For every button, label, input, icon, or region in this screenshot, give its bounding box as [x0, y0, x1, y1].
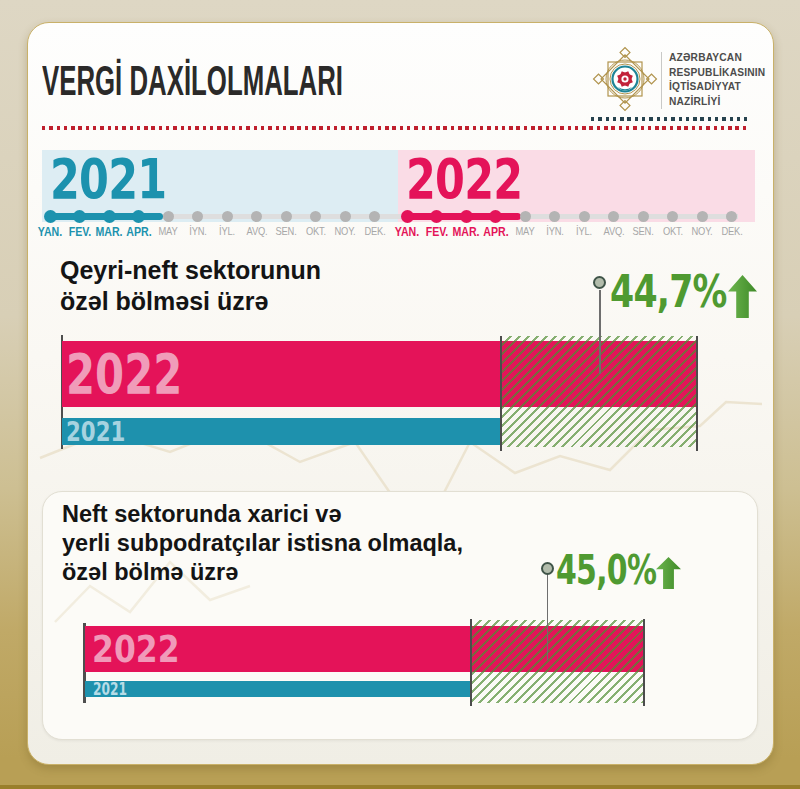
chart2-hatch-left-bound — [470, 619, 472, 706]
chart2-title: Neft sektorunda xarici və yerli subpodra… — [62, 500, 463, 587]
chart2-bar-2021 — [85, 681, 470, 697]
chart2-pin-line — [547, 574, 549, 660]
chart2-bar-2022-label: 2022 — [92, 631, 180, 668]
chart2-growth-percent: 45,0% — [556, 550, 656, 591]
bottom-gold-strip — [0, 785, 800, 789]
infographic: VERGİ DAXİLOLMALARI AZƏRBAYCAN RESPUBLİK… — [0, 0, 800, 789]
chart2-hatch-right-bound — [643, 619, 645, 706]
chart-oil-sector-private: Neft sektorunda xarici və yerli subpodra… — [0, 0, 800, 789]
up-arrow-icon — [656, 557, 681, 589]
chart2-bar-2021-label: 2021 — [93, 680, 127, 698]
chart2-pin-dot — [541, 562, 554, 575]
chart2-growth-hatch — [470, 620, 643, 703]
